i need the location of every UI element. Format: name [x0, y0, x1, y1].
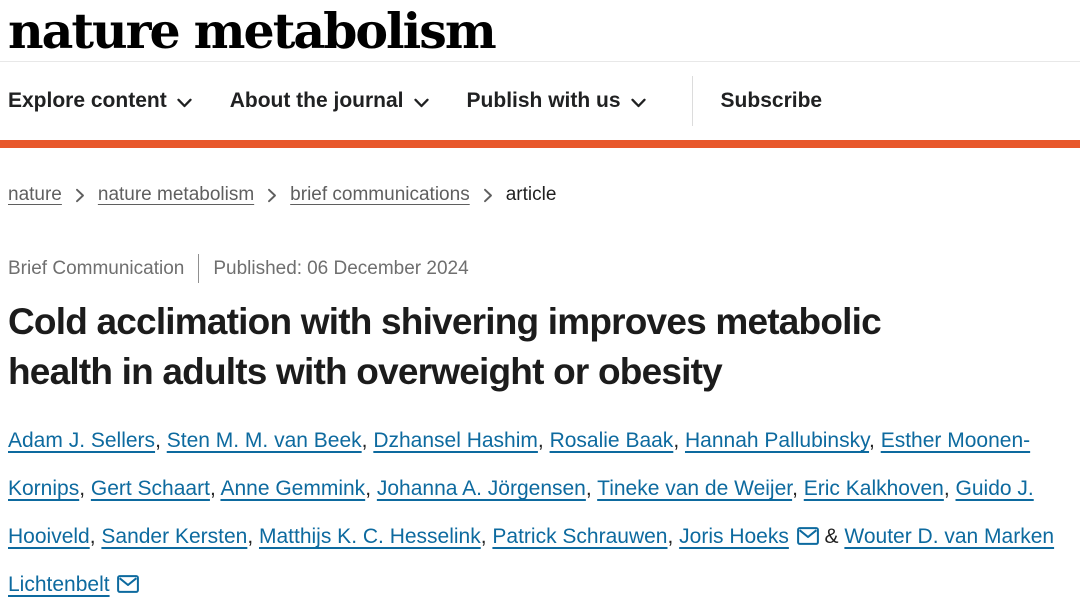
breadcrumb-item-brief-communications[interactable]: brief communications	[290, 184, 470, 205]
masthead: nature metabolism	[0, 0, 1080, 59]
nav-divider	[691, 76, 693, 126]
article-meta: Brief Communication Published: 06 Decembe…	[8, 254, 1072, 283]
author-link[interactable]: Sander Kersten	[101, 525, 248, 548]
envelope-icon[interactable]	[117, 575, 140, 593]
author-separator: ,	[943, 477, 956, 500]
chevron-right-icon	[267, 188, 277, 203]
author-link[interactable]: Joris Hoeks	[679, 525, 789, 548]
author-link[interactable]: Tineke van de Weijer	[597, 477, 793, 500]
author-list: Adam J. Sellers, Sten M. M. van Beek, Dz…	[8, 417, 1072, 609]
nav-item-label: Subscribe	[720, 89, 823, 112]
author-link[interactable]: Eric Kalkhoven	[803, 477, 944, 500]
chevron-down-icon	[630, 98, 646, 108]
author-link[interactable]: Matthijs K. C. Hesselink	[259, 525, 481, 548]
published-label: Published:	[213, 257, 303, 279]
author-link[interactable]: Sten M. M. van Beek	[166, 429, 362, 452]
nav-item-about-the-journal[interactable]: About the journal	[230, 89, 429, 113]
author-separator: ,	[155, 429, 167, 452]
author-separator: ,	[667, 525, 680, 548]
author-link[interactable]: Anne Gemmink	[220, 477, 366, 500]
author-link[interactable]: Rosalie Baak	[549, 429, 674, 452]
author-separator: ,	[247, 525, 259, 548]
author-separator: ,	[537, 429, 550, 452]
breadcrumb-item-article: article	[505, 184, 557, 205]
nav-item-subscribe[interactable]: Subscribe	[721, 89, 823, 113]
author-link[interactable]: Johanna A. Jörgensen	[376, 477, 586, 500]
author-separator: ,	[869, 429, 881, 452]
nav-item-label: Publish with us	[466, 89, 621, 112]
masthead-divider	[0, 61, 1080, 62]
author-link[interactable]: Patrick Schrauwen	[492, 525, 668, 548]
main-nav: Explore content About the journal Publish …	[0, 62, 1080, 140]
envelope-icon[interactable]	[796, 527, 819, 545]
author-link[interactable]: Wouter D. van Marken Lichtenbelt	[8, 525, 1055, 596]
chevron-down-icon	[177, 98, 192, 108]
article-type-label: Brief Communication	[8, 257, 185, 279]
author-separator: ,	[792, 477, 804, 500]
breadcrumb: nature nature metabolism brief communicati…	[8, 184, 1072, 206]
nav-item-publish-with-us[interactable]: Publish with us	[467, 89, 646, 113]
author-link[interactable]: Guido J. Hooiveld	[8, 477, 1034, 548]
chevron-right-icon	[483, 188, 493, 203]
author-conjunction: &	[818, 525, 845, 548]
nav-item-label: Explore content	[8, 89, 167, 112]
author-separator: ,	[79, 477, 91, 500]
nav-item-explore-content[interactable]: Explore content	[8, 89, 192, 113]
author-link[interactable]: Hannah Pallubinsky	[684, 429, 870, 452]
author-link[interactable]: Adam J. Sellers	[8, 429, 156, 452]
author-separator: ,	[365, 477, 377, 500]
published-date: 06 December 2024	[307, 257, 469, 279]
published-info: Published: 06 December 2024	[213, 258, 468, 280]
author-separator: ,	[673, 429, 685, 452]
breadcrumb-item-nature-metabolism[interactable]: nature metabolism	[97, 184, 255, 205]
article-title: Cold acclimation with shivering improves…	[8, 301, 882, 392]
chevron-down-icon	[413, 98, 429, 108]
breadcrumb-item-nature[interactable]: nature	[8, 184, 62, 205]
author-separator: ,	[361, 429, 374, 452]
nav-item-label: About the journal	[229, 89, 404, 112]
meta-divider	[198, 254, 200, 283]
chevron-right-icon	[75, 188, 85, 203]
author-separator: ,	[480, 525, 493, 548]
journal-logo[interactable]: nature metabolism	[8, 2, 497, 60]
author-link[interactable]: Gert Schaart	[90, 477, 210, 500]
article-content: nature nature metabolism brief communicati…	[0, 184, 1080, 609]
author-separator: ,	[209, 477, 221, 500]
author-separator: ,	[89, 525, 102, 548]
author-link[interactable]: Esther Moonen-Kornips	[8, 429, 1031, 500]
accent-bar	[0, 140, 1080, 148]
author-separator: ,	[585, 477, 598, 500]
author-link[interactable]: Dzhansel Hashim	[373, 429, 538, 452]
